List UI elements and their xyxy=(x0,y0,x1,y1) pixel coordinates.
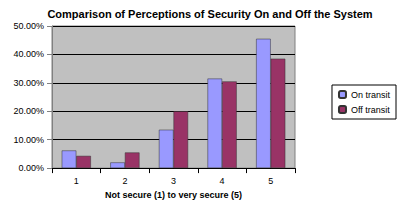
svg-text:2: 2 xyxy=(122,176,127,186)
svg-text:10.00%: 10.00% xyxy=(13,135,44,145)
svg-text:50.00%: 50.00% xyxy=(13,21,44,31)
svg-text:5: 5 xyxy=(268,176,273,186)
svg-text:3: 3 xyxy=(171,176,176,186)
svg-text:Comparison of Perceptions of S: Comparison of Perceptions of Security On… xyxy=(47,8,372,20)
svg-text:20.00%: 20.00% xyxy=(13,106,44,116)
svg-text:30.00%: 30.00% xyxy=(13,78,44,88)
svg-text:4: 4 xyxy=(220,176,225,186)
svg-text:40.00%: 40.00% xyxy=(13,49,44,59)
svg-text:On transit: On transit xyxy=(351,90,391,100)
svg-text:1: 1 xyxy=(74,176,79,186)
svg-text:0.00%: 0.00% xyxy=(18,163,44,173)
svg-text:Off transit: Off transit xyxy=(351,105,390,115)
svg-text:Not secure (1) to very secure: Not secure (1) to very secure (5) xyxy=(105,190,242,200)
